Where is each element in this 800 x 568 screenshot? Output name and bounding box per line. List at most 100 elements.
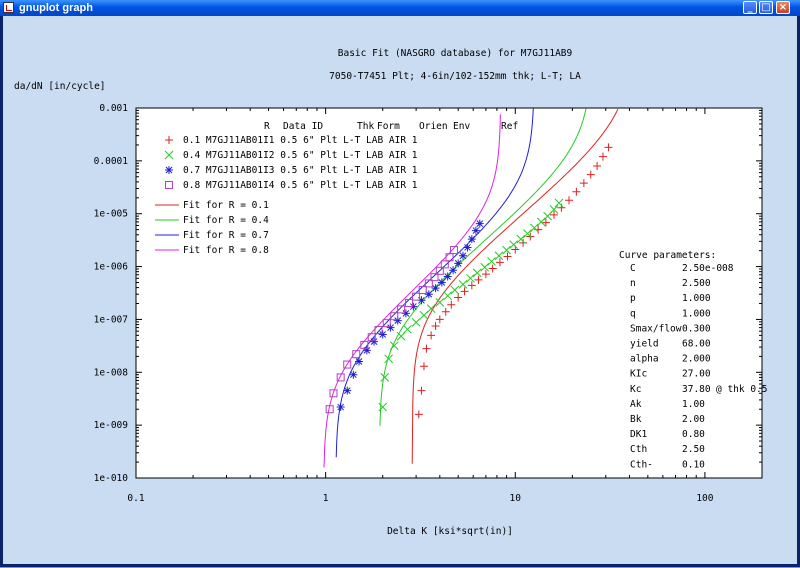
data-point — [435, 315, 444, 324]
params-header: Curve parameters: — [619, 250, 716, 261]
x-tick-label: 0.1 — [127, 493, 144, 504]
data-point — [362, 346, 371, 355]
data-point — [382, 319, 391, 328]
maximize-button[interactable]: □ — [759, 1, 773, 14]
data-point — [549, 205, 559, 214]
gnuplot-app-icon[interactable] — [3, 2, 14, 13]
data-point — [467, 281, 476, 290]
data-point — [488, 264, 497, 273]
legend-marker — [165, 136, 173, 144]
data-point — [454, 259, 463, 268]
y-tick-label: 1e-006 — [94, 262, 129, 273]
data-point — [336, 403, 345, 412]
data-point — [447, 300, 456, 309]
param-name: n — [630, 278, 636, 289]
data-point — [516, 234, 526, 244]
x-axis-label: Delta K [ksi*sqrt(in)] — [387, 526, 513, 537]
param-name: Cth- — [630, 459, 653, 470]
data-point — [349, 370, 358, 379]
data-point — [454, 293, 463, 302]
data-point — [378, 330, 387, 339]
data-point — [378, 402, 388, 412]
fit-curve — [411, 108, 619, 464]
data-point — [435, 298, 445, 307]
legend-marker — [165, 166, 173, 174]
data-point — [579, 179, 588, 188]
legend-marker — [164, 150, 174, 160]
data-point — [437, 278, 446, 287]
legend-header: R — [264, 121, 270, 132]
data-point — [431, 284, 440, 293]
data-point — [370, 337, 379, 346]
chart-title: Basic Fit (NASGRO database) for M7GJ11AB… — [338, 48, 573, 59]
fit-curve — [379, 108, 587, 426]
data-point — [435, 266, 444, 275]
data-point — [480, 262, 490, 272]
data-point — [411, 318, 421, 327]
data-point — [449, 266, 458, 275]
data-point — [417, 296, 426, 305]
data-point — [367, 333, 376, 342]
param-value: 0.10 — [682, 459, 705, 470]
param-value: 0.80 — [682, 429, 705, 440]
y-tick-label: 1e-005 — [94, 209, 128, 220]
legend-label: 0.4 M7GJ11AB01I2 0.5 6" Plt L-T LAB AIR … — [183, 150, 418, 161]
data-point — [401, 309, 410, 318]
legend-label: Fit for R = 0.8 — [183, 245, 269, 256]
param-value: 27.00 — [682, 369, 711, 380]
y-tick-label: 1e-007 — [94, 314, 128, 325]
chart-subtitle: 7050-T7451 Plt; 4-6in/102-152mm thk; L-T… — [329, 71, 581, 82]
data-point — [417, 386, 426, 395]
legend-label: 0.1 M7GJ11AB01I1 0.5 6" Plt L-T LAB AIR … — [183, 135, 418, 146]
data-point — [460, 287, 469, 296]
data-point — [598, 152, 607, 161]
data-point — [352, 350, 361, 359]
data-point — [593, 161, 602, 170]
data-point — [380, 373, 390, 382]
data-point — [325, 405, 334, 414]
data-point — [467, 235, 476, 244]
data-point — [471, 226, 480, 235]
data-point — [426, 304, 436, 313]
minimize-button[interactable]: _ — [743, 1, 757, 14]
data-point — [509, 240, 518, 249]
legend-label: Fit for R = 0.1 — [183, 200, 269, 211]
legend-header: Data ID — [283, 121, 323, 132]
data-point — [450, 285, 460, 295]
data-point — [397, 305, 406, 314]
y-tick-label: 1e-009 — [94, 420, 129, 431]
data-point — [554, 198, 564, 208]
data-point — [360, 340, 369, 349]
data-point — [336, 373, 345, 382]
data-point — [384, 354, 394, 364]
data-point — [424, 279, 433, 288]
x-tick-label: 10 — [510, 493, 522, 504]
data-point — [386, 323, 395, 332]
data-point — [329, 389, 338, 398]
data-point — [502, 245, 511, 255]
x-tick-label: 100 — [696, 493, 713, 504]
data-point — [430, 273, 439, 282]
data-point — [374, 326, 383, 335]
data-point — [440, 260, 449, 269]
data-point — [355, 357, 364, 366]
param-name: C — [630, 263, 636, 274]
fit-curve — [335, 108, 534, 458]
data-point — [481, 270, 490, 279]
y-axis-label: da/dN [in/cycle] — [14, 81, 106, 92]
legend-label: 0.7 M7GJ11AB01I3 0.5 6" Plt L-T LAB AIR … — [183, 165, 418, 176]
param-name: Cth — [630, 444, 647, 455]
data-point — [390, 312, 399, 321]
data-point — [431, 322, 440, 331]
param-value: 0.300 — [682, 323, 711, 334]
data-point — [445, 253, 454, 262]
window-title: gnuplot graph — [19, 2, 93, 14]
title-bar[interactable]: gnuplot graph _ □ × — [0, 0, 800, 16]
data-point — [418, 286, 427, 295]
data-point — [494, 251, 504, 261]
y-tick-label: 0.001 — [99, 103, 128, 114]
param-name: KIc — [630, 369, 647, 380]
close-button[interactable]: × — [776, 1, 790, 14]
param-value: 2.50 — [682, 444, 705, 455]
